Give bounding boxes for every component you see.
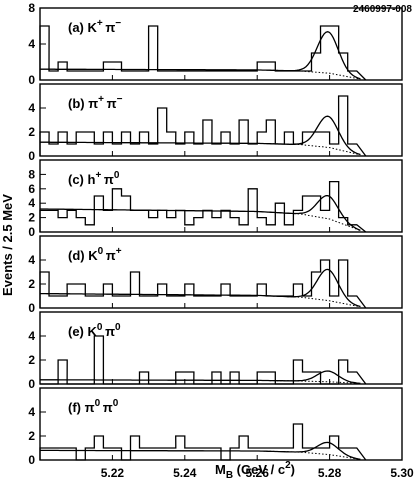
y-tick-label: 4 (28, 253, 35, 267)
panel-frame (39, 83, 403, 157)
panel-label: (d) K0 π+ (68, 246, 124, 263)
y-tick-label: 4 (28, 196, 35, 210)
panel-label: (a) K+ π− (68, 18, 124, 35)
y-tick-label: 4 (28, 37, 35, 51)
y-tick-label: 0 (28, 73, 35, 87)
y-tick-label: 8 (28, 167, 35, 181)
total-fit-curve (40, 441, 361, 460)
y-tick-label: 2 (28, 429, 35, 443)
y-tick-label: 8 (28, 1, 35, 15)
figure-id: 2460997-008 (353, 4, 412, 15)
y-tick-label: 2 (28, 277, 35, 291)
y-tick-label: 4 (28, 329, 35, 343)
panel-5: 0 2 4 (e) K0 π0 (28, 311, 403, 391)
y-tick-label: 2 (28, 125, 35, 139)
x-tick-label: 5.24 (173, 466, 197, 480)
panel-label: (f) π0 π0 (68, 398, 121, 415)
x-tick-label: 5.26 (246, 466, 270, 480)
panel-4: 0 2 4 (d) K0 π+ (28, 235, 403, 315)
panel-label: (c) h+ π0 (68, 170, 122, 187)
histogram-bars (39, 95, 367, 157)
panel-frame (39, 159, 403, 233)
total-fit-curve (40, 268, 361, 308)
x-tick-label: 5.30 (390, 466, 414, 480)
y-tick-label: 2 (28, 353, 35, 367)
y-tick-label: 0 (28, 377, 35, 391)
y-tick-label: 0 (28, 225, 35, 239)
x-axis-title: MB (GeV / c2) (215, 460, 295, 481)
y-tick-label: 2 (28, 211, 35, 225)
y-tick-label: 0 (28, 453, 35, 467)
total-fit-curve (40, 31, 361, 80)
y-tick-label: 4 (28, 405, 35, 419)
panel-label: (e) K0 π0 (68, 322, 123, 339)
panel-label: (b) π+ π− (68, 94, 125, 111)
histogram-bars (39, 25, 367, 81)
panel-1: 0 4 8 (a) K+ π− (28, 1, 403, 87)
total-fit-curve (40, 115, 361, 156)
histogram-bars (39, 423, 367, 461)
histogram-bars (39, 180, 367, 233)
panel-6: 0 2 4 (f) π0 π0 (28, 387, 403, 467)
y-axis-title: Events / 2.5 MeV (0, 194, 15, 296)
histogram-bars (40, 335, 367, 385)
y-tick-label: 0 (28, 301, 35, 315)
y-tick-label: 4 (28, 101, 35, 115)
total-fit-curve (40, 195, 361, 231)
histogram-bars (39, 259, 367, 309)
y-tick-label: 6 (28, 182, 35, 196)
x-axis: 5.22 5.24 5.26 5.28 5.30 (101, 466, 414, 480)
x-tick-label: 5.28 (318, 466, 342, 480)
panel-2: 0 2 4 (b) π+ π− (28, 83, 403, 163)
y-tick-label: 0 (28, 149, 35, 163)
total-fit-curve (40, 370, 361, 384)
x-tick-label: 5.22 (101, 466, 125, 480)
